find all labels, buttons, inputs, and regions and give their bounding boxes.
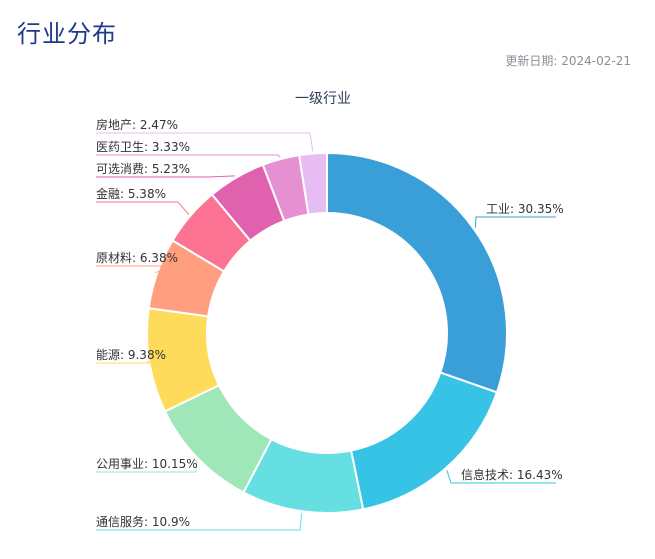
chart-title: 一级行业 — [295, 91, 351, 107]
leader-line-1 — [474, 216, 556, 228]
leader-line-6 — [96, 265, 181, 273]
slice-label-2: 信息技术: 16.43% — [461, 467, 563, 482]
update-date-label: 更新日期: — [505, 54, 558, 68]
slices-group — [146, 151, 508, 514]
slice-label-4: 公用事业: 10.15% — [96, 457, 198, 471]
page-title: 行业分布 — [17, 20, 117, 48]
slice-1[interactable] — [326, 151, 508, 394]
leader-line-8 — [96, 175, 236, 178]
leader-line-7 — [96, 201, 190, 215]
leader-line-10 — [96, 132, 314, 152]
slice-label-3: 通信服务: 10.9% — [96, 514, 190, 529]
leader-line-4 — [96, 459, 197, 473]
slice-label-7: 金融: 5.38% — [96, 186, 166, 201]
slice-2[interactable] — [349, 371, 499, 511]
slice-label-10: 房地产: 2.47% — [96, 117, 178, 132]
slice-label-5: 能源: 9.38% — [96, 348, 166, 362]
labels-group: 工业: 30.35% 信息技术: 16.43% 通信服务: 10.9% 公用事业: 1… — [96, 117, 564, 529]
leader-line-3 — [96, 513, 303, 531]
leader-line-9 — [96, 154, 281, 158]
leader-line-5 — [96, 360, 169, 364]
update-date-value: 2024-02-21 — [561, 54, 631, 68]
slice-10[interactable] — [298, 151, 328, 216]
slice-label-9: 医药卫生: 3.33% — [96, 140, 190, 154]
slice-label-8: 可选消费: 5.23% — [96, 162, 190, 176]
slice-label-1: 工业: 30.35% — [486, 202, 564, 216]
slice-label-6: 原材料: 6.38% — [96, 251, 178, 265]
leader-lines-group — [96, 132, 556, 531]
update-date: 更新日期: 2024-02-21 — [505, 52, 631, 69]
leader-line-2 — [446, 469, 556, 484]
